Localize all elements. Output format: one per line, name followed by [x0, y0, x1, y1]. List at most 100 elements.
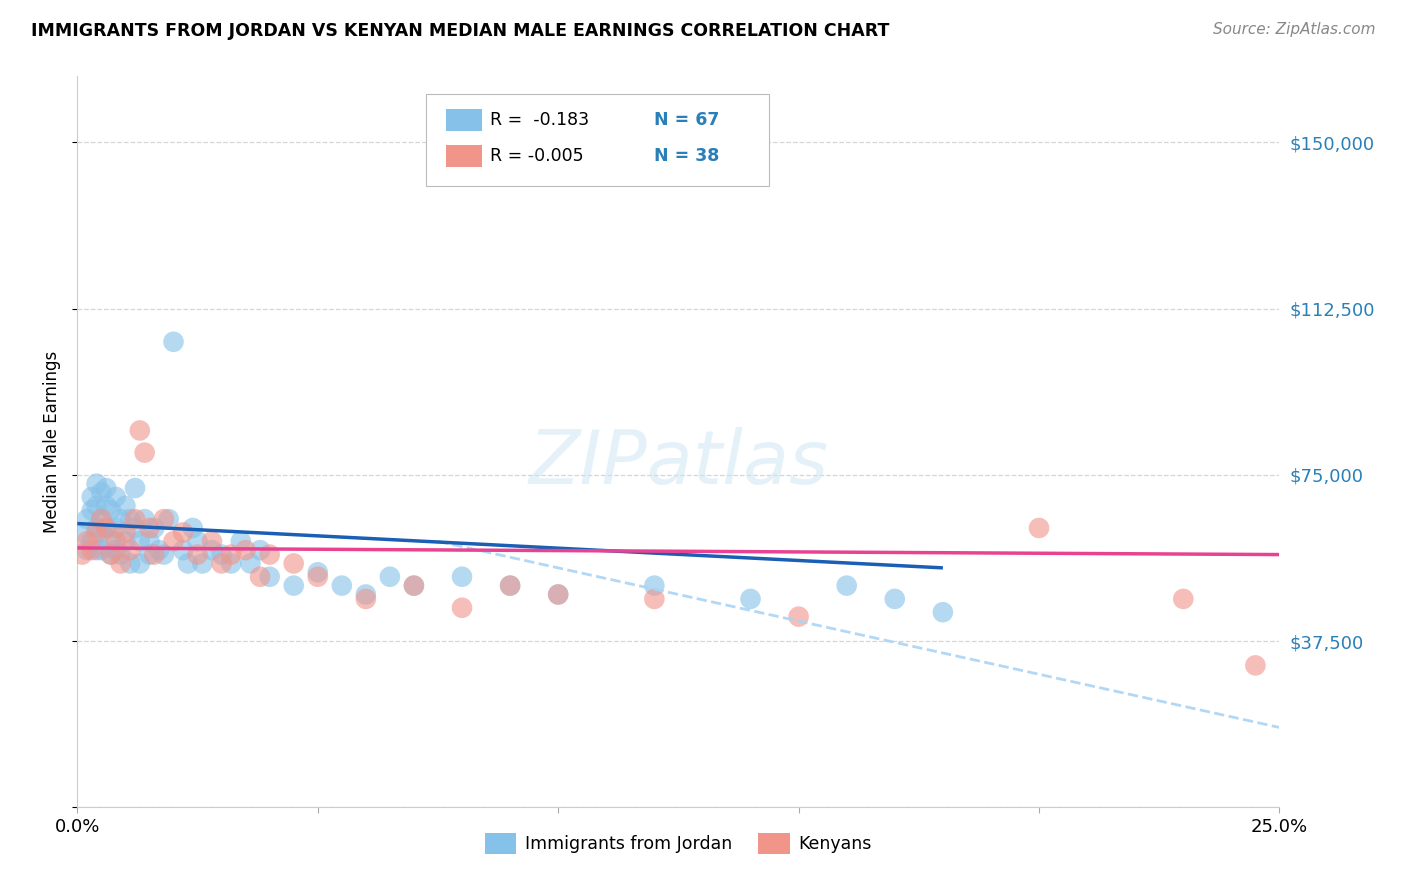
Point	[259, 570, 281, 584]
Point	[1173, 591, 1195, 606]
Text: R = -0.005: R = -0.005	[489, 147, 583, 165]
Point	[172, 525, 194, 540]
Point	[235, 543, 257, 558]
Point	[835, 579, 858, 593]
Point	[104, 490, 127, 504]
Point	[211, 557, 233, 571]
Point	[120, 512, 142, 526]
Point	[128, 557, 150, 571]
Point	[86, 543, 108, 558]
Point	[70, 548, 93, 562]
Point	[499, 579, 522, 593]
Point	[96, 499, 118, 513]
Text: N = 38: N = 38	[654, 147, 720, 165]
Point	[100, 534, 122, 549]
Point	[86, 521, 108, 535]
Point	[307, 570, 329, 584]
Point	[883, 591, 905, 606]
Point	[134, 445, 156, 459]
Point	[643, 579, 665, 593]
Point	[740, 591, 762, 606]
Point	[451, 600, 474, 615]
Point	[249, 543, 271, 558]
Point	[229, 534, 252, 549]
Point	[104, 521, 127, 535]
Point	[219, 548, 242, 562]
Point	[1244, 658, 1267, 673]
Point	[143, 521, 166, 535]
Point	[177, 557, 200, 571]
Text: Source: ZipAtlas.com: Source: ZipAtlas.com	[1212, 22, 1375, 37]
Point	[110, 557, 132, 571]
Point	[100, 548, 122, 562]
Point	[100, 503, 122, 517]
Point	[70, 525, 93, 540]
Point	[138, 534, 160, 549]
Point	[134, 512, 156, 526]
Point	[643, 591, 665, 606]
Point	[96, 521, 118, 535]
Legend: Immigrants from Jordan, Kenyans: Immigrants from Jordan, Kenyans	[478, 826, 879, 861]
Text: IMMIGRANTS FROM JORDAN VS KENYAN MEDIAN MALE EARNINGS CORRELATION CHART: IMMIGRANTS FROM JORDAN VS KENYAN MEDIAN …	[31, 22, 890, 40]
Point	[307, 566, 329, 580]
Point	[120, 557, 142, 571]
Point	[90, 543, 112, 558]
FancyBboxPatch shape	[426, 95, 769, 186]
Point	[402, 579, 425, 593]
Point	[86, 525, 108, 540]
Point	[138, 521, 160, 535]
Point	[76, 512, 98, 526]
Point	[402, 579, 425, 593]
Point	[138, 548, 160, 562]
Point	[80, 543, 103, 558]
Point	[80, 534, 103, 549]
Point	[86, 499, 108, 513]
Point	[148, 543, 170, 558]
Point	[354, 591, 377, 606]
Point	[114, 499, 136, 513]
Point	[128, 534, 150, 549]
Point	[114, 525, 136, 540]
Point	[110, 548, 132, 562]
Point	[90, 512, 112, 526]
Point	[354, 587, 377, 601]
Point	[283, 557, 305, 571]
Point	[330, 579, 353, 593]
Point	[100, 548, 122, 562]
Point	[128, 424, 150, 438]
Point	[201, 543, 224, 558]
Point	[86, 476, 108, 491]
Point	[186, 548, 209, 562]
Point	[110, 512, 132, 526]
Point	[80, 503, 103, 517]
Point	[96, 521, 118, 535]
Point	[143, 548, 166, 562]
Point	[932, 605, 955, 619]
Point	[249, 570, 271, 584]
Point	[499, 579, 522, 593]
Point	[283, 579, 305, 593]
Y-axis label: Median Male Earnings: Median Male Earnings	[44, 351, 62, 533]
Bar	[446, 109, 482, 130]
Text: R =  -0.183: R = -0.183	[489, 111, 589, 128]
Text: ZIPatlas: ZIPatlas	[529, 427, 828, 500]
Point	[80, 490, 103, 504]
Point	[181, 521, 204, 535]
Point	[787, 609, 810, 624]
Point	[76, 543, 98, 558]
Point	[104, 534, 127, 549]
Point	[90, 512, 112, 526]
Point	[547, 587, 569, 601]
Point	[451, 570, 474, 584]
Point	[211, 548, 233, 562]
Point	[114, 534, 136, 549]
Point	[378, 570, 401, 584]
Point	[120, 543, 142, 558]
Point	[76, 534, 98, 549]
Text: N = 67: N = 67	[654, 111, 720, 128]
Point	[259, 548, 281, 562]
Point	[153, 548, 176, 562]
Point	[162, 334, 184, 349]
Point	[162, 534, 184, 549]
Point	[186, 534, 209, 549]
